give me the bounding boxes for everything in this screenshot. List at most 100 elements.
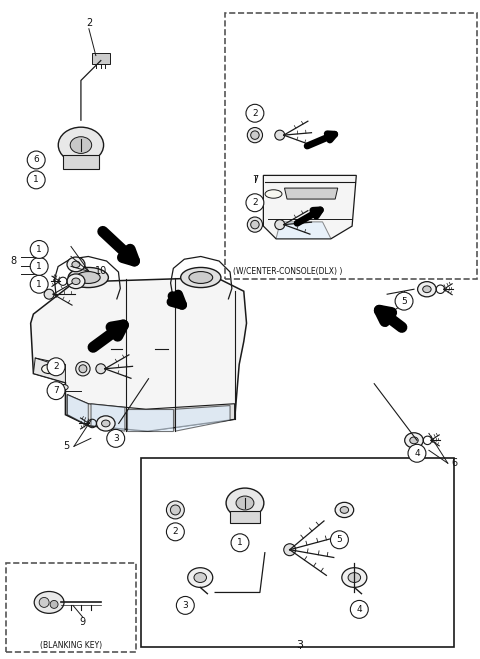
Bar (92, 53, 110, 64)
Ellipse shape (34, 592, 64, 614)
Ellipse shape (348, 573, 360, 583)
Text: 1: 1 (237, 538, 243, 547)
Text: 2: 2 (252, 109, 258, 118)
Text: 1: 1 (33, 175, 39, 185)
Ellipse shape (67, 274, 85, 289)
Ellipse shape (405, 433, 423, 448)
Circle shape (275, 130, 285, 140)
Polygon shape (67, 395, 88, 426)
Circle shape (395, 292, 413, 310)
Text: 4: 4 (381, 319, 387, 329)
Ellipse shape (226, 488, 264, 518)
Circle shape (44, 289, 54, 299)
Bar (63, 155, 99, 169)
Ellipse shape (342, 567, 367, 587)
Ellipse shape (188, 567, 213, 587)
Text: 4: 4 (357, 605, 362, 614)
Ellipse shape (42, 364, 56, 374)
Circle shape (330, 531, 348, 549)
Polygon shape (67, 395, 235, 431)
Polygon shape (34, 358, 65, 383)
Ellipse shape (70, 136, 92, 154)
Text: 8: 8 (10, 256, 16, 266)
Ellipse shape (410, 437, 418, 444)
Circle shape (47, 382, 65, 399)
Circle shape (79, 365, 87, 373)
Polygon shape (175, 405, 230, 431)
Text: 2: 2 (173, 527, 178, 536)
Circle shape (251, 131, 259, 139)
Polygon shape (264, 175, 356, 239)
Polygon shape (91, 404, 125, 431)
Text: 2: 2 (252, 198, 258, 207)
Text: 7: 7 (252, 175, 258, 185)
Text: 5: 5 (336, 535, 342, 544)
Text: 3: 3 (296, 640, 303, 650)
Ellipse shape (236, 496, 254, 510)
Bar (141, 458, 454, 647)
Ellipse shape (189, 272, 213, 283)
Text: 3: 3 (113, 434, 119, 443)
Text: 6: 6 (452, 458, 458, 469)
Circle shape (284, 544, 296, 556)
Circle shape (251, 220, 259, 229)
Circle shape (76, 362, 90, 376)
Text: 2: 2 (53, 362, 59, 371)
Ellipse shape (423, 286, 431, 293)
Polygon shape (31, 277, 247, 431)
Text: 5: 5 (401, 297, 407, 306)
Circle shape (408, 444, 426, 462)
Circle shape (247, 128, 263, 143)
Circle shape (170, 505, 180, 515)
Ellipse shape (418, 281, 436, 297)
Circle shape (350, 600, 368, 618)
Circle shape (30, 241, 48, 258)
Circle shape (176, 596, 194, 614)
Bar (6, 563, 136, 652)
Ellipse shape (180, 268, 221, 287)
Text: 2: 2 (86, 18, 92, 28)
Text: 1: 1 (36, 280, 42, 289)
Polygon shape (276, 222, 331, 239)
Text: 10: 10 (95, 266, 107, 276)
Ellipse shape (96, 416, 115, 431)
Circle shape (247, 217, 263, 232)
Bar (225, 13, 477, 279)
Text: 4: 4 (414, 449, 420, 458)
Text: (W/CENTER-CONSOLE(DLX) ): (W/CENTER-CONSOLE(DLX) ) (233, 268, 342, 276)
Circle shape (167, 523, 184, 541)
Text: 3: 3 (182, 601, 188, 610)
Bar (230, 511, 260, 523)
Polygon shape (285, 188, 338, 199)
Circle shape (246, 104, 264, 122)
Circle shape (27, 171, 45, 189)
Ellipse shape (67, 257, 85, 272)
Circle shape (47, 358, 65, 376)
Circle shape (27, 151, 45, 169)
Ellipse shape (76, 272, 100, 283)
Circle shape (167, 501, 184, 519)
Ellipse shape (194, 573, 206, 583)
Ellipse shape (58, 127, 104, 163)
Ellipse shape (72, 278, 80, 285)
Ellipse shape (68, 268, 108, 287)
Text: 5: 5 (63, 442, 69, 451)
Text: 7: 7 (53, 386, 59, 395)
Text: 9: 9 (80, 617, 86, 627)
Circle shape (30, 258, 48, 275)
Circle shape (107, 430, 125, 447)
Text: (BLANKING KEY): (BLANKING KEY) (40, 641, 102, 650)
Circle shape (246, 194, 264, 212)
Circle shape (50, 600, 58, 608)
Ellipse shape (59, 384, 68, 390)
Circle shape (96, 364, 106, 374)
Text: 1: 1 (36, 262, 42, 271)
Polygon shape (127, 409, 173, 431)
Circle shape (231, 534, 249, 552)
Ellipse shape (340, 507, 348, 513)
Ellipse shape (72, 261, 80, 268)
Circle shape (275, 219, 285, 229)
Ellipse shape (102, 420, 110, 427)
Ellipse shape (265, 190, 282, 198)
Circle shape (39, 598, 49, 608)
